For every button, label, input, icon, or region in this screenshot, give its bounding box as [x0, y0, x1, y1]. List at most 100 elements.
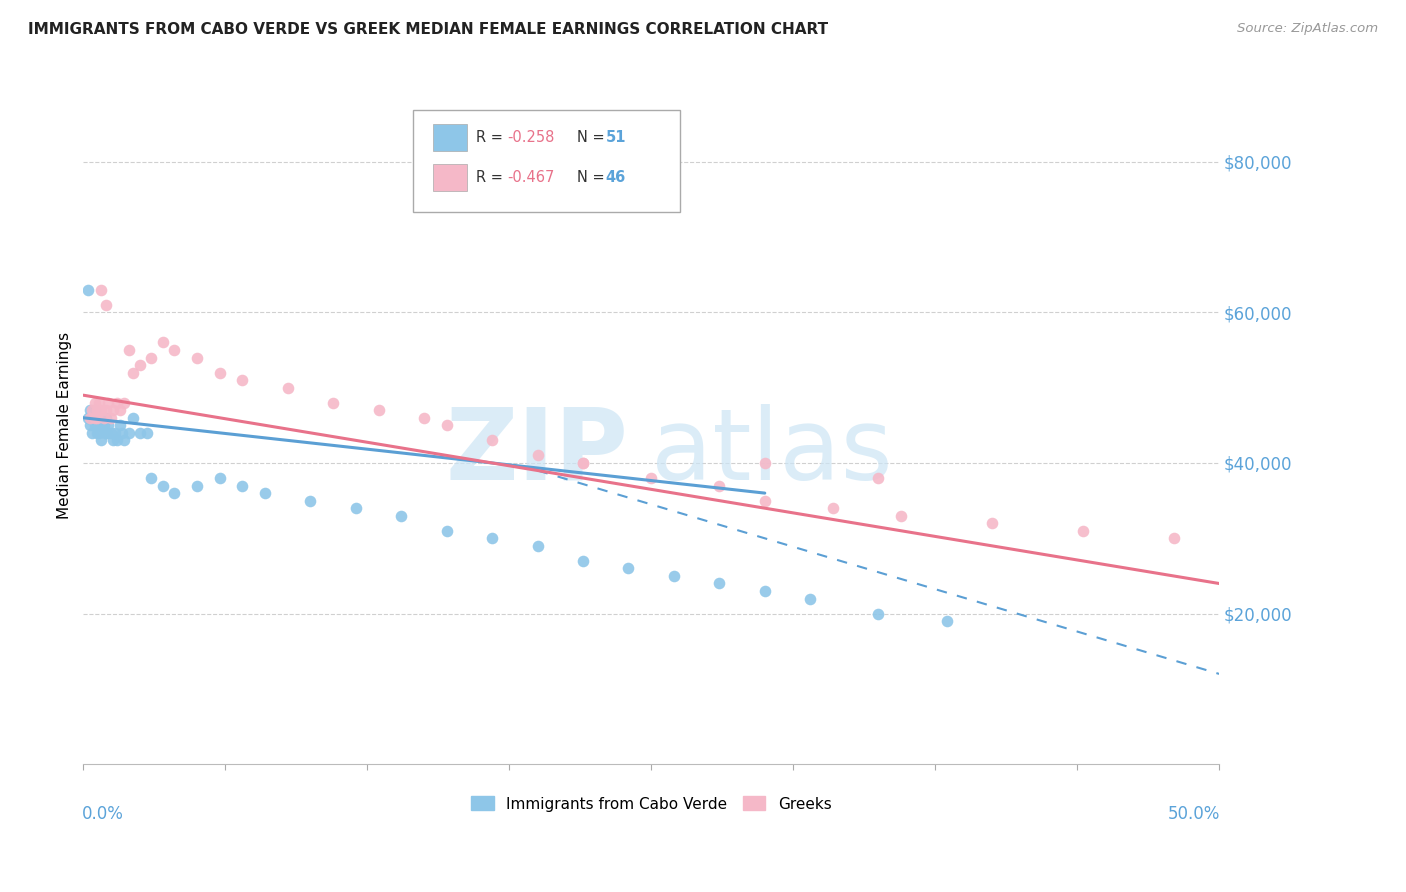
- Point: [186, 351, 208, 365]
- Text: Source: ZipAtlas.com: Source: ZipAtlas.com: [1237, 22, 1378, 36]
- Point: [118, 343, 141, 357]
- Point: [141, 351, 163, 365]
- Point: [152, 335, 174, 350]
- Text: 0.0%: 0.0%: [82, 805, 124, 823]
- Point: [981, 516, 1004, 531]
- Point: [208, 366, 231, 380]
- Point: [709, 576, 731, 591]
- Point: [572, 456, 595, 470]
- Point: [208, 471, 231, 485]
- Point: [79, 403, 101, 417]
- Point: [868, 471, 890, 485]
- Point: [86, 403, 108, 417]
- Point: [152, 478, 174, 492]
- Point: [129, 358, 152, 372]
- Text: -0.467: -0.467: [508, 170, 554, 186]
- Point: [89, 395, 111, 409]
- Point: [94, 425, 117, 440]
- Point: [94, 410, 117, 425]
- Point: [100, 410, 122, 425]
- Point: [526, 449, 548, 463]
- Text: 50.0%: 50.0%: [1168, 805, 1220, 823]
- Point: [344, 501, 367, 516]
- Point: [186, 478, 208, 492]
- Text: IMMIGRANTS FROM CABO VERDE VS GREEK MEDIAN FEMALE EARNINGS CORRELATION CHART: IMMIGRANTS FROM CABO VERDE VS GREEK MEDI…: [28, 22, 828, 37]
- Point: [436, 524, 458, 538]
- Point: [76, 283, 98, 297]
- Point: [82, 403, 104, 417]
- Point: [799, 591, 821, 606]
- Point: [86, 425, 108, 440]
- Point: [617, 561, 640, 575]
- Point: [436, 418, 458, 433]
- Text: -0.258: -0.258: [508, 129, 554, 145]
- Point: [111, 425, 134, 440]
- Point: [83, 403, 105, 417]
- Point: [640, 471, 662, 485]
- Point: [129, 425, 152, 440]
- Point: [89, 410, 111, 425]
- Point: [101, 434, 124, 448]
- Point: [890, 508, 912, 523]
- Point: [754, 493, 776, 508]
- Point: [572, 554, 595, 568]
- Point: [79, 410, 101, 425]
- Point: [112, 395, 135, 409]
- Point: [104, 425, 127, 440]
- Point: [82, 410, 104, 425]
- Point: [122, 366, 145, 380]
- Point: [526, 539, 548, 553]
- Point: [231, 478, 253, 492]
- Point: [108, 418, 131, 433]
- Point: [935, 614, 957, 628]
- Point: [231, 373, 253, 387]
- Point: [322, 395, 344, 409]
- Point: [367, 403, 389, 417]
- Legend: Immigrants from Cabo Verde, Greeks: Immigrants from Cabo Verde, Greeks: [465, 790, 838, 818]
- Point: [93, 418, 115, 433]
- Point: [76, 410, 98, 425]
- Text: 46: 46: [606, 170, 626, 186]
- Point: [83, 418, 105, 433]
- Point: [821, 501, 844, 516]
- Point: [112, 434, 135, 448]
- Text: R =: R =: [477, 170, 508, 186]
- Point: [135, 425, 157, 440]
- Point: [100, 425, 122, 440]
- FancyBboxPatch shape: [433, 124, 467, 151]
- Point: [83, 410, 105, 425]
- Point: [101, 403, 124, 417]
- Point: [1071, 524, 1094, 538]
- Text: ZIP: ZIP: [446, 404, 628, 501]
- Point: [118, 425, 141, 440]
- Text: R =: R =: [477, 129, 508, 145]
- Point: [97, 395, 120, 409]
- Point: [90, 283, 112, 297]
- Point: [413, 410, 436, 425]
- Point: [572, 456, 595, 470]
- Point: [754, 584, 776, 599]
- Point: [389, 508, 412, 523]
- Point: [86, 410, 108, 425]
- FancyBboxPatch shape: [413, 110, 679, 211]
- Point: [94, 425, 117, 440]
- Point: [82, 425, 104, 440]
- Point: [108, 403, 131, 417]
- Y-axis label: Median Female Earnings: Median Female Earnings: [58, 332, 72, 519]
- FancyBboxPatch shape: [433, 164, 467, 192]
- Point: [868, 607, 890, 621]
- Point: [163, 486, 186, 500]
- Point: [90, 434, 112, 448]
- Point: [163, 343, 186, 357]
- Point: [709, 478, 731, 492]
- Point: [662, 569, 685, 583]
- Point: [90, 403, 112, 417]
- Point: [94, 298, 117, 312]
- Point: [83, 395, 105, 409]
- Point: [93, 410, 115, 425]
- Point: [1163, 531, 1185, 545]
- Point: [86, 410, 108, 425]
- Point: [79, 418, 101, 433]
- Point: [97, 418, 120, 433]
- Point: [94, 403, 117, 417]
